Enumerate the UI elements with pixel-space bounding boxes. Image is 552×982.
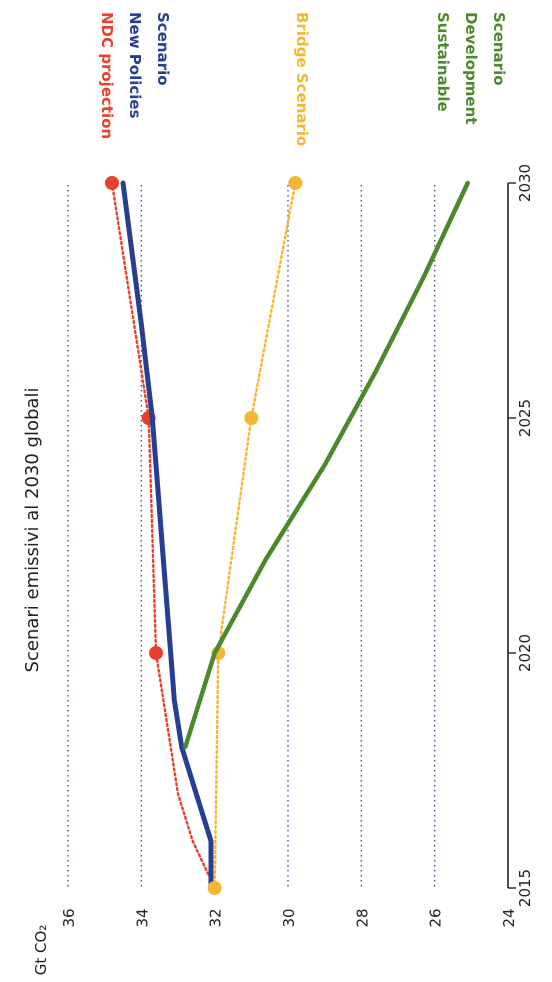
series-marker-2-2030 <box>288 176 303 190</box>
series-marker-2-2015 <box>207 881 222 895</box>
grid <box>67 185 436 888</box>
series-marker-2-2025 <box>244 411 259 425</box>
legend-label-2-0: Bridge Scenario <box>293 12 311 146</box>
x-tick-label-2025: 2025 <box>516 399 534 437</box>
y-tick-label-26: 26 <box>427 908 445 927</box>
series-line-1 <box>120 180 214 891</box>
y-tick-label-34: 34 <box>133 908 151 927</box>
legend-label-0-0: NDC projection <box>98 12 116 139</box>
chart-title: Scenari emissivi al 2030 globali <box>22 388 43 673</box>
y-tick-label-30: 30 <box>280 908 298 927</box>
y-tick-label-28: 28 <box>353 908 371 927</box>
x-tick-label-2015: 2015 <box>516 869 534 907</box>
series-line-2 <box>213 181 297 890</box>
series-marker-0-2030 <box>105 176 119 190</box>
y-tick-label-32: 32 <box>207 908 225 927</box>
y-tick-label-24: 24 <box>500 908 518 927</box>
legend-label-1-1: Scenario <box>154 12 172 86</box>
legend-label-3-0: Sustainable <box>434 12 452 112</box>
series <box>105 176 470 895</box>
legend-label-3-1: Development <box>462 12 480 124</box>
x-tick-label-2020: 2020 <box>516 634 534 672</box>
legend: NDC projection New Policies Scenario Bridge… <box>98 12 508 146</box>
labels: Gt CO₂ Scenari emissivi al 2030 globali <box>22 388 50 976</box>
series-line-3 <box>183 180 470 750</box>
legend-label-3-2: Scenario <box>490 12 508 86</box>
x-tick-label-2030: 2030 <box>516 164 534 202</box>
series-marker-0-2020 <box>149 646 163 660</box>
axes: 2015 2020 2025 2030 24 26 28 30 32 34 36 <box>60 164 534 928</box>
y-tick-label-36: 36 <box>60 908 78 927</box>
legend-label-1-0: New Policies <box>126 12 144 119</box>
y-axis-label: Gt CO₂ <box>32 925 50 976</box>
